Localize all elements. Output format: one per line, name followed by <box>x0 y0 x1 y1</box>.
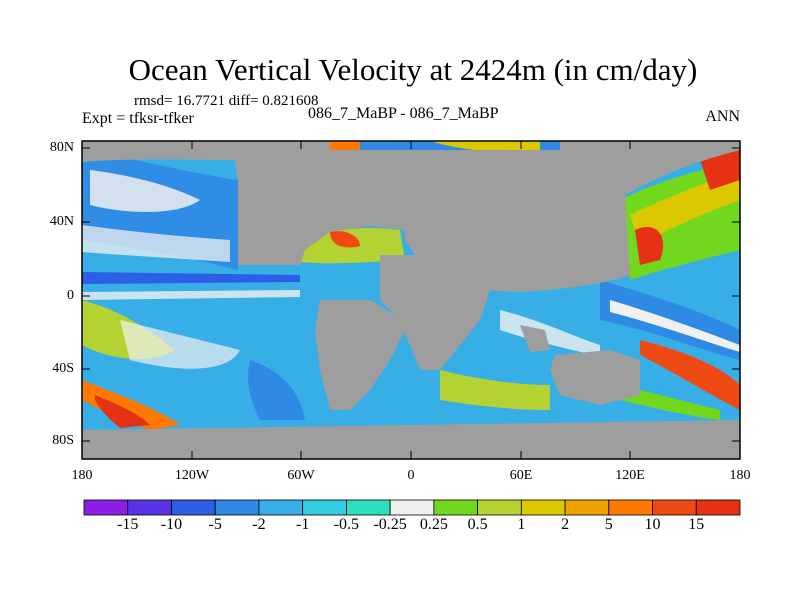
colorbar-swatch <box>302 499 347 516</box>
colorbar-swatch <box>695 499 741 516</box>
colorbar-swatch <box>389 499 435 516</box>
colorbar-label: 0.5 <box>467 516 488 533</box>
colorbar-label: -5 <box>208 516 222 533</box>
colorbar-label: 15 <box>688 516 705 533</box>
colorbar-label: -15 <box>117 516 139 533</box>
colorbar-label: -0.25 <box>373 516 407 533</box>
lon-tick-label: 120E <box>615 468 645 483</box>
period-text: ANN <box>705 108 740 125</box>
lon-tick-label: 60E <box>509 468 533 483</box>
colorbar-label: 1 <box>517 516 526 533</box>
colorbar-label: -1 <box>295 516 310 533</box>
lat-tick-label: 80S <box>52 433 74 448</box>
lon-tick-label: 60W <box>287 468 315 483</box>
colorbar-swatch <box>433 499 479 516</box>
lat-tick-label: 40N <box>49 214 74 229</box>
lon-tick-label: 120W <box>174 468 210 483</box>
lon-tick-label: 0 <box>407 468 415 483</box>
colorbar-swatch <box>652 499 697 516</box>
land-masses <box>82 141 741 459</box>
experiment-text: Expt = tfksr-tfker <box>82 110 194 127</box>
stats-text: rmsd= 16.7721 diff= 0.821608 <box>134 93 319 109</box>
colorbar-label: 2 <box>561 516 570 533</box>
colorbar-swatch <box>477 499 522 516</box>
map-ticks <box>82 141 740 459</box>
colorbar-label: -10 <box>160 516 183 533</box>
case-text: 086_7_MaBP - 086_7_MaBP <box>308 105 499 122</box>
colorbar-swatch <box>127 499 172 516</box>
lat-tick-label: 0 <box>67 288 74 303</box>
colorbar-swatch <box>564 499 610 516</box>
colorbar <box>83 499 741 516</box>
colorbar-label: -0.5 <box>333 516 360 533</box>
colorbar-label: 10 <box>644 516 661 533</box>
lat-tick-label: 80N <box>49 140 74 155</box>
map-title: Ocean Vertical Velocity at 2424m (in cm/… <box>128 52 698 87</box>
colorbar-label: 0.25 <box>419 516 448 533</box>
colorbar-swatch <box>258 499 304 516</box>
colorbar-swatch <box>171 499 216 516</box>
colorbar-label: -2 <box>252 516 266 533</box>
colorbar-label: 5 <box>604 516 613 533</box>
colorbar-swatch <box>608 499 653 516</box>
colorbar-swatch <box>345 499 391 516</box>
colorbar-swatch <box>520 499 566 516</box>
colorbar-swatch <box>83 499 129 516</box>
colorbar-swatch <box>214 499 260 516</box>
lon-tick-label: 180 <box>71 468 93 483</box>
lon-tick-label: 180 <box>729 468 751 483</box>
lat-tick-label: 40S <box>52 361 74 376</box>
